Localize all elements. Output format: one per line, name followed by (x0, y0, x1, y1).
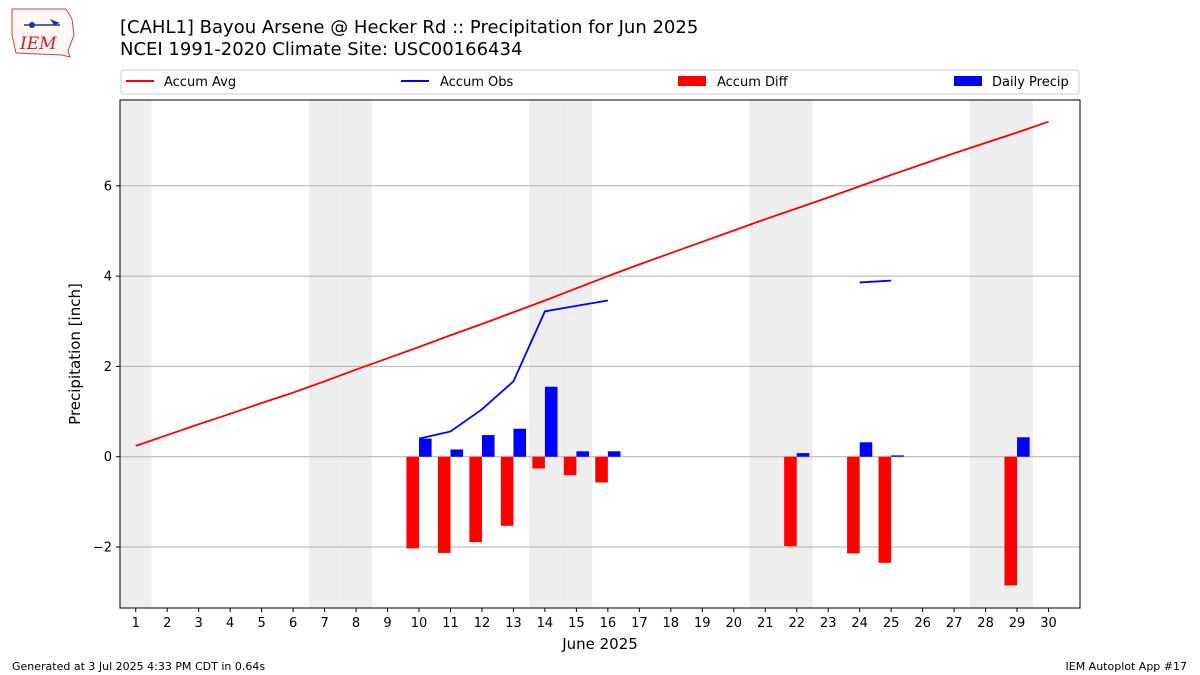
x-tick-label-10: 10 (411, 616, 428, 631)
weekend-shading (120, 100, 1033, 608)
accum-avg-line (135, 120, 1049, 447)
x-tick-label-17: 17 (631, 616, 648, 631)
accum-diff-bar-16 (595, 456, 608, 483)
accum-diff-bar-15 (563, 456, 577, 476)
accum-diff-bar-12 (469, 456, 482, 543)
daily-precip-bar-16 (607, 451, 621, 457)
daily-precip-bar-12 (481, 435, 495, 457)
x-tick-label-8: 8 (352, 616, 360, 631)
iem-logo: IEM (8, 5, 80, 59)
daily-precip-bar-15 (576, 451, 589, 457)
daily-precip-bar-29 (1017, 437, 1030, 457)
accum-obs-line-1 (418, 299, 609, 440)
legend-label-accum-obs: Accum Obs (440, 75, 513, 90)
x-tick-label-22: 22 (788, 616, 805, 631)
weekend-shade-15 (560, 100, 593, 608)
x-tick-label-29: 29 (1009, 616, 1026, 631)
accum-diff-bar-11 (437, 456, 451, 553)
x-tick-label-27: 27 (946, 616, 963, 631)
weekend-shade-21 (749, 100, 781, 608)
x-axis-label: June 2025 (561, 635, 638, 653)
chart-subtitle: NCEI 1991-2020 Climate Site: USC00166434 (120, 39, 523, 60)
x-tick-label-14: 14 (537, 616, 554, 631)
x-tick-label-1: 1 (132, 616, 140, 631)
weekend-shade-14 (529, 100, 561, 608)
daily-precip-bar-11 (450, 449, 464, 457)
accum-diff-bar-29 (1004, 456, 1018, 586)
x-tick-label-9: 9 (383, 616, 391, 631)
x-tick-label-11: 11 (442, 616, 459, 631)
x-tick-label-12: 12 (474, 616, 491, 631)
daily-precip-bar-25 (891, 455, 904, 457)
weekend-shade-7 (308, 100, 341, 608)
accum-diff-bar-25 (878, 456, 892, 563)
series-lines (135, 120, 1049, 447)
legend-swatch-daily-precip (954, 76, 982, 86)
x-tick-label-23: 23 (820, 616, 837, 631)
chart-title: [CAHL1] Bayou Arsene @ Hecker Rd :: Prec… (120, 17, 699, 38)
weekend-shade-28 (969, 100, 1002, 608)
footer-app: IEM Autoplot App #17 (1065, 660, 1188, 673)
x-tick-label-4: 4 (226, 616, 234, 631)
x-tick-label-6: 6 (289, 616, 297, 631)
x-tick-label-16: 16 (600, 616, 617, 631)
daily-precip-bar-14 (544, 386, 558, 457)
plot-frame (119, 99, 1081, 609)
weekend-shade-1 (120, 100, 152, 608)
x-tick-label-13: 13 (505, 616, 522, 631)
y-axis-ticks: −2 0 2 4 6 (93, 179, 120, 556)
legend-label-accum-avg: Accum Avg (164, 75, 236, 90)
accum-obs-line-2 (859, 279, 892, 284)
x-tick-label-7: 7 (320, 616, 328, 631)
legend-label-daily-precip: Daily Precip (992, 75, 1069, 90)
legend-box (120, 69, 1080, 95)
x-axis-ticks: 1 2 3 4 5 6 7 8 9 10 11 12 13 14 15 16 17 18 19 20 21 22 23 24 2… (132, 608, 1057, 631)
legend-label-accum-diff: Accum Diff (717, 75, 789, 90)
accum-diff-bar-24 (847, 456, 860, 554)
logo-text: IEM (19, 34, 57, 54)
legend-swatch-accum-diff (678, 76, 706, 86)
x-tick-label-20: 20 (725, 616, 742, 631)
x-tick-label-19: 19 (694, 616, 711, 631)
x-tick-label-15: 15 (568, 616, 585, 631)
y-axis-label: Precipitation [inch] (66, 283, 84, 425)
x-tick-label-24: 24 (851, 616, 868, 631)
accum-diff-bar-13 (500, 456, 514, 526)
bars (406, 386, 1030, 586)
y-tick-label-2: 2 (104, 360, 112, 375)
accum-diff-bar-10 (406, 456, 420, 549)
x-tick-label-21: 21 (757, 616, 774, 631)
x-tick-label-25: 25 (883, 616, 900, 631)
x-tick-label-2: 2 (163, 616, 171, 631)
x-tick-label-30: 30 (1040, 616, 1057, 631)
x-tick-label-18: 18 (663, 616, 680, 631)
y-tick-label-4: 4 (104, 270, 112, 285)
x-tick-label-3: 3 (195, 616, 203, 631)
accum-diff-bar-22 (784, 456, 797, 547)
y-tick-label-6: 6 (104, 179, 112, 194)
y-tick-label--2: −2 (93, 541, 112, 556)
footer-generated: Generated at 3 Jul 2025 4:33 PM CDT in 0… (12, 660, 266, 673)
legend: Accum Avg Accum Obs Accum Diff Daily Precip (120, 69, 1080, 95)
daily-precip-bar-13 (513, 428, 527, 457)
x-tick-label-5: 5 (257, 616, 265, 631)
weekend-shade-8 (340, 100, 372, 608)
daily-precip-bar-10 (419, 438, 432, 457)
daily-precip-bar-24 (859, 442, 873, 457)
grid-lines (120, 185, 1080, 548)
y-tick-label-0: 0 (104, 450, 112, 465)
daily-precip-bar-22 (796, 453, 810, 457)
accum-diff-bar-14 (532, 456, 545, 469)
x-tick-label-26: 26 (914, 616, 931, 631)
x-tick-label-28: 28 (977, 616, 994, 631)
